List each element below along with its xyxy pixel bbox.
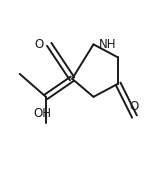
Text: OH: OH [34,107,52,120]
Text: O: O [35,38,44,51]
Text: O: O [130,100,139,113]
Text: NH: NH [98,38,116,51]
